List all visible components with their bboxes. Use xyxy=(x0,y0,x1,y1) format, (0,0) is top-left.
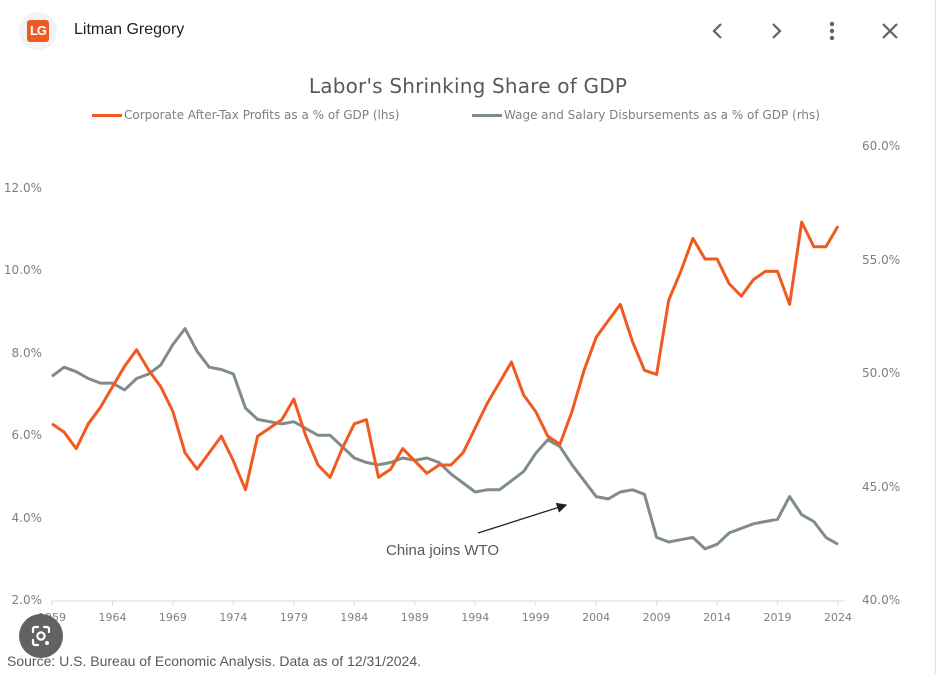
x-tick-label: 2009 xyxy=(642,611,671,624)
series-line-profits xyxy=(51,220,840,492)
annotation-arrow xyxy=(477,502,568,534)
y-right-tick-label: 60.0% xyxy=(862,139,901,153)
x-tick-label: 1994 xyxy=(461,611,490,624)
legend-label-profits: Corporate After-Tax Profits as a % of GD… xyxy=(124,108,400,122)
y-left-tick-label: 2.0% xyxy=(11,593,43,607)
x-tick-label: 1989 xyxy=(400,611,429,624)
x-tick-label: 1979 xyxy=(279,611,308,624)
x-tick-label: 1964 xyxy=(98,611,127,624)
legend-item-profits: Corporate After-Tax Profits as a % of GD… xyxy=(92,108,399,122)
chevron-left-icon xyxy=(712,23,722,39)
x-tick-label: 2024 xyxy=(824,611,852,624)
y-left-tick-label: 8.0% xyxy=(11,345,43,360)
next-button[interactable] xyxy=(760,15,792,47)
y-left-tick-label: 10.0% xyxy=(3,263,42,278)
x-tick-label: 1969 xyxy=(158,611,187,624)
y-left-tick-label: 12.0% xyxy=(3,181,42,195)
x-tick-marks xyxy=(51,601,839,605)
x-tick-label: 2004 xyxy=(582,611,611,624)
y-right-tick-label: 40.0% xyxy=(862,593,901,607)
x-tick-label: 1999 xyxy=(521,611,550,624)
y-right-tick-label: 45.0% xyxy=(862,479,901,494)
google-lens-button[interactable] xyxy=(19,614,63,658)
series-line-wages xyxy=(51,327,839,551)
x-tick-label: 2019 xyxy=(763,611,792,624)
x-tick-label: 1974 xyxy=(219,611,248,624)
site-favicon[interactable]: LG xyxy=(19,12,57,50)
google-lens-icon xyxy=(31,625,51,647)
source-note: Source: U.S. Bureau of Economic Analysis… xyxy=(7,653,422,669)
y-left-tick-label: 6.0% xyxy=(11,428,43,443)
site-name[interactable]: Litman Gregory xyxy=(74,21,185,38)
chevron-right-icon xyxy=(772,23,782,39)
more-options-button[interactable] xyxy=(816,15,848,47)
y-right-tick-label: 50.0% xyxy=(862,366,901,380)
x-tick-label: 2014 xyxy=(703,611,732,624)
viewer-header: LG Litman Gregory xyxy=(0,0,936,62)
legend-swatch-profits xyxy=(92,113,122,117)
more-vert-icon xyxy=(829,21,835,41)
legend-label-wages: Wage and Salary Disbursements as a % of … xyxy=(504,108,820,122)
series-points xyxy=(51,221,839,549)
legend-item-wages: Wage and Salary Disbursements as a % of … xyxy=(472,108,820,122)
previous-button[interactable] xyxy=(702,15,734,47)
y-left-tick-label: 4.0% xyxy=(11,510,43,525)
close-icon xyxy=(882,23,898,39)
chart-title: Labor's Shrinking Share of GDP xyxy=(308,74,628,98)
y-right-tick-label: 55.0% xyxy=(862,252,901,267)
annotation-china-wto: China joins WTO xyxy=(386,542,500,559)
litman-gregory-logo-icon: LG xyxy=(27,20,49,42)
legend-swatch-wages xyxy=(472,113,502,117)
x-tick-label: 1984 xyxy=(340,611,369,624)
close-button[interactable] xyxy=(874,15,906,47)
